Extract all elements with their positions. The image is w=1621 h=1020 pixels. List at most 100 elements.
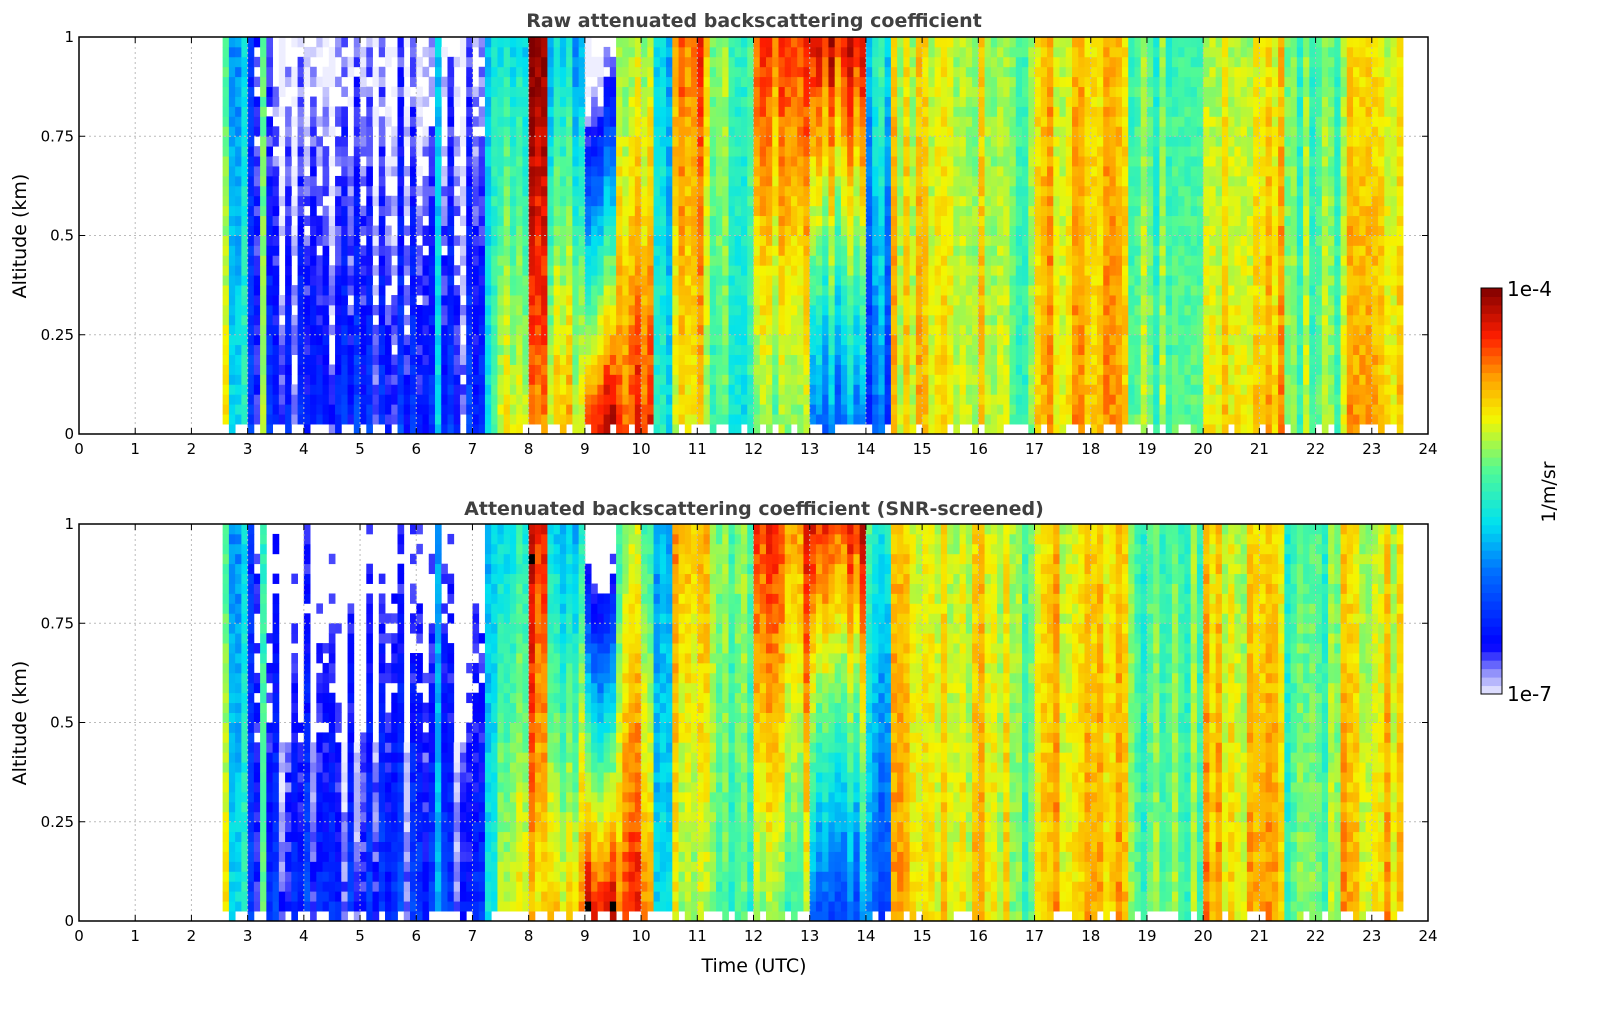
heatmap-cell <box>1040 116 1048 127</box>
heatmap-cell <box>972 324 979 336</box>
heatmap-cell <box>716 354 723 365</box>
heatmap-cell <box>1028 126 1035 137</box>
heatmap-cell <box>441 265 448 276</box>
heatmap-cell <box>728 66 736 78</box>
heatmap-cell <box>541 235 548 246</box>
heatmap-cell <box>922 314 929 326</box>
heatmap-cell <box>391 324 398 336</box>
heatmap-cell <box>403 225 411 236</box>
heatmap-cell <box>391 245 398 256</box>
heatmap-cell <box>803 66 811 78</box>
heatmap-cell <box>484 96 492 107</box>
heatmap-cell <box>790 334 798 346</box>
heatmap-cell <box>953 404 960 415</box>
heatmap-cell <box>666 374 673 385</box>
heatmap-cell <box>241 354 249 365</box>
heatmap-cell <box>1047 215 1054 226</box>
heatmap-cell <box>691 46 698 58</box>
heatmap-cell <box>653 116 661 127</box>
heatmap-cell <box>641 166 648 177</box>
heatmap-cell <box>641 126 648 137</box>
heatmap-cell <box>241 66 249 78</box>
heatmap-cell <box>341 245 348 256</box>
heatmap-cell <box>684 86 692 97</box>
heatmap-cell <box>684 394 692 405</box>
heatmap-cell <box>591 205 598 217</box>
heatmap-cell <box>997 295 1004 306</box>
heatmap-cell <box>697 126 704 137</box>
heatmap-cell <box>1009 175 1017 187</box>
heatmap-cell <box>747 364 754 375</box>
heatmap-cell <box>253 106 261 117</box>
heatmap-cell <box>884 404 892 415</box>
heatmap-cell <box>822 314 829 326</box>
heatmap-cell <box>228 175 236 187</box>
heatmap-cell <box>1028 364 1035 375</box>
heatmap-cell <box>703 275 711 286</box>
heatmap-cell <box>709 146 717 157</box>
heatmap-cell <box>890 275 898 286</box>
heatmap-cell <box>547 136 555 147</box>
heatmap-cell <box>859 66 867 78</box>
heatmap-cell <box>434 394 442 405</box>
heatmap-cell <box>397 46 405 58</box>
heatmap-cell <box>303 275 311 286</box>
heatmap-cell <box>434 76 442 88</box>
heatmap-cell <box>303 384 311 395</box>
heatmap-cell <box>228 414 236 425</box>
heatmap-cell <box>647 116 654 127</box>
heatmap-cell <box>491 136 498 147</box>
heatmap-cell <box>528 156 536 167</box>
heatmap-cell <box>353 404 361 415</box>
heatmap-cell <box>747 46 754 58</box>
heatmap-cell <box>410 354 417 365</box>
heatmap-cell <box>285 166 292 177</box>
heatmap-cell <box>890 364 898 375</box>
heatmap-cell <box>965 334 973 346</box>
heatmap-cell <box>828 404 836 415</box>
heatmap-cell <box>647 146 654 157</box>
heatmap-cell <box>316 76 323 88</box>
heatmap-cell <box>834 76 842 88</box>
heatmap-cell <box>728 255 736 266</box>
heatmap-cell <box>547 66 555 78</box>
heatmap-cell <box>241 245 249 256</box>
heatmap-cell <box>260 86 267 97</box>
heatmap-cell <box>965 285 973 296</box>
heatmap-cell <box>1028 314 1035 326</box>
heatmap-cell <box>428 364 436 375</box>
heatmap-cell <box>697 295 704 306</box>
heatmap-cell <box>1028 235 1035 246</box>
heatmap-cell <box>897 344 904 356</box>
heatmap-cell <box>741 86 748 97</box>
heatmap-cell <box>353 295 361 306</box>
heatmap-cell <box>1009 136 1017 147</box>
heatmap-cell <box>591 275 598 286</box>
heatmap-cell <box>653 394 661 405</box>
heatmap-cell <box>534 195 542 207</box>
heatmap-cell <box>353 285 361 296</box>
heatmap-cell <box>934 126 942 137</box>
heatmap-cell <box>859 265 867 276</box>
heatmap-cell <box>547 46 555 58</box>
heatmap-cell <box>684 116 692 127</box>
heatmap-cell <box>622 76 629 88</box>
heatmap-cell <box>672 106 679 117</box>
heatmap-cell <box>1003 175 1010 187</box>
heatmap-cell <box>478 384 486 395</box>
heatmap-cell <box>491 195 498 207</box>
heatmap-cell <box>759 384 767 395</box>
heatmap-cell <box>965 314 973 326</box>
heatmap-cell <box>716 394 723 405</box>
heatmap-cell <box>803 414 811 425</box>
heatmap-cell <box>1047 414 1054 425</box>
heatmap-cell <box>347 205 355 217</box>
heatmap-cell <box>934 136 942 147</box>
heatmap-cell <box>272 205 280 217</box>
heatmap-cell <box>853 285 861 296</box>
heatmap-cell <box>628 136 636 147</box>
heatmap-cell <box>572 334 580 346</box>
heatmap-cell <box>235 404 242 415</box>
heatmap-cell <box>641 414 648 425</box>
heatmap-cell <box>784 384 792 395</box>
